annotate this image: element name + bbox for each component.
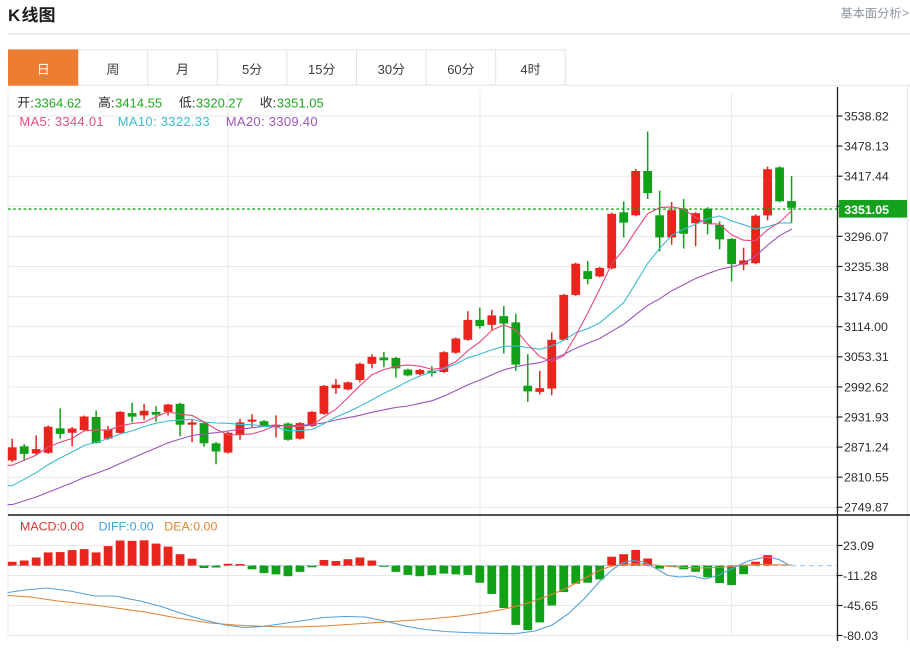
svg-text:60: 60 [447, 62, 461, 77]
svg-text:2810.55: 2810.55 [844, 471, 889, 485]
svg-text:MA10: 3322.33: MA10: 3322.33 [118, 114, 210, 129]
svg-text:DIFF:0.00: DIFF:0.00 [99, 520, 154, 534]
svg-text:MA5: 3344.01: MA5: 3344.01 [19, 114, 104, 129]
svg-text::: : [192, 96, 196, 111]
svg-text:3417.44: 3417.44 [844, 170, 889, 184]
svg-text:3478.13: 3478.13 [844, 140, 889, 154]
svg-text:15: 15 [308, 62, 322, 77]
svg-text::: : [273, 96, 277, 111]
svg-text:3351.05: 3351.05 [277, 96, 324, 111]
svg-text:30: 30 [378, 62, 392, 77]
svg-text:-45.65: -45.65 [843, 599, 878, 613]
svg-text:MA20: 3309.40: MA20: 3309.40 [226, 114, 318, 129]
svg-text:2992.62: 2992.62 [844, 380, 889, 394]
svg-text:3296.07: 3296.07 [844, 230, 889, 244]
svg-text:3351.05: 3351.05 [844, 203, 889, 217]
svg-text:3235.38: 3235.38 [844, 260, 889, 274]
svg-text:3414.55: 3414.55 [115, 96, 162, 111]
svg-text:>: > [902, 6, 909, 20]
svg-text:2749.87: 2749.87 [844, 501, 889, 515]
svg-text:5: 5 [242, 62, 249, 77]
svg-text:3174.69: 3174.69 [844, 290, 889, 304]
svg-text:2931.93: 2931.93 [844, 410, 889, 424]
svg-text:3320.27: 3320.27 [196, 96, 243, 111]
svg-text::: : [111, 96, 115, 111]
svg-text:4: 4 [520, 62, 527, 77]
svg-text:3053.31: 3053.31 [844, 350, 889, 364]
svg-text:K: K [8, 6, 21, 25]
svg-text:3538.82: 3538.82 [844, 109, 889, 123]
svg-text::: : [30, 96, 34, 111]
svg-text:2871.24: 2871.24 [844, 441, 889, 455]
svg-text:3364.62: 3364.62 [34, 96, 81, 111]
svg-text:MACD:0.00: MACD:0.00 [20, 520, 84, 534]
svg-text:-11.28: -11.28 [843, 569, 877, 583]
svg-text:-80.03: -80.03 [843, 629, 878, 643]
svg-text:3114.00: 3114.00 [844, 320, 888, 334]
svg-text:23.09: 23.09 [843, 539, 874, 553]
svg-text:DEA:0.00: DEA:0.00 [164, 520, 217, 534]
